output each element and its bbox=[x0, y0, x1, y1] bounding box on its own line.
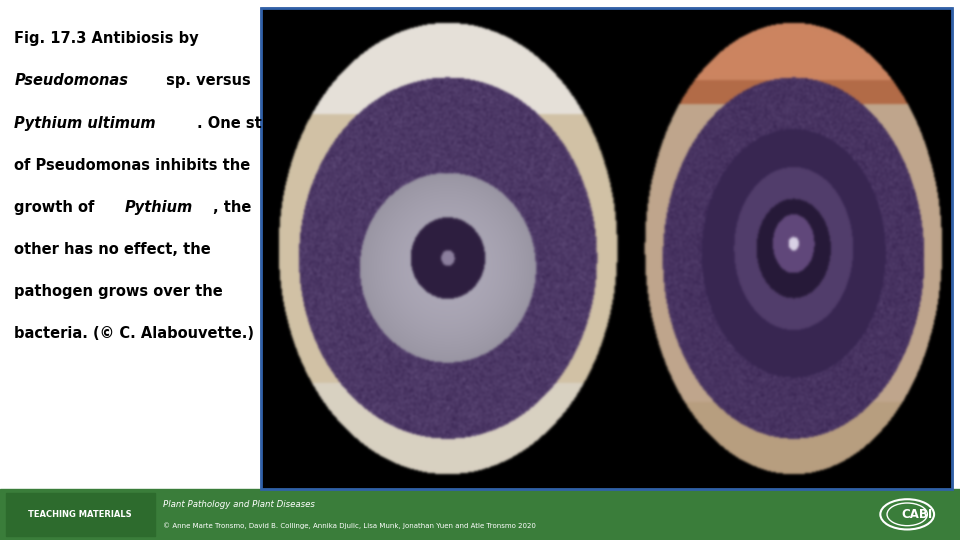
Text: of Pseudomonas inhibits the: of Pseudomonas inhibits the bbox=[14, 158, 251, 173]
Text: Pseudomonas: Pseudomonas bbox=[14, 73, 129, 89]
Bar bbox=[0, 489, 960, 540]
Text: Pythium: Pythium bbox=[125, 200, 193, 215]
Text: bacteria. (© C. Alabouvette.): bacteria. (© C. Alabouvette.) bbox=[14, 326, 254, 341]
Text: © Anne Marte Tronsmo, David B. Collinge, Annika Djulic, Lisa Munk, Jonathan Yuen: © Anne Marte Tronsmo, David B. Collinge,… bbox=[163, 522, 536, 529]
Bar bbox=[261, 8, 952, 489]
Text: other has no effect, the: other has no effect, the bbox=[14, 242, 211, 257]
Text: Fig. 17.3 Antibiosis by: Fig. 17.3 Antibiosis by bbox=[14, 31, 204, 46]
Text: TEACHING MATERIALS: TEACHING MATERIALS bbox=[29, 510, 132, 519]
Bar bbox=[261, 8, 952, 489]
Text: . One strain: . One strain bbox=[197, 116, 295, 131]
Text: growth of: growth of bbox=[14, 200, 100, 215]
Text: pathogen grows over the: pathogen grows over the bbox=[14, 284, 223, 299]
Text: , the: , the bbox=[213, 200, 252, 215]
Bar bbox=[6, 493, 155, 536]
Text: Plant Pathology and Plant Diseases: Plant Pathology and Plant Diseases bbox=[163, 500, 315, 509]
Text: sp. versus: sp. versus bbox=[161, 73, 252, 89]
Text: Pythium ultimum: Pythium ultimum bbox=[14, 116, 156, 131]
Text: CABI: CABI bbox=[901, 508, 933, 521]
